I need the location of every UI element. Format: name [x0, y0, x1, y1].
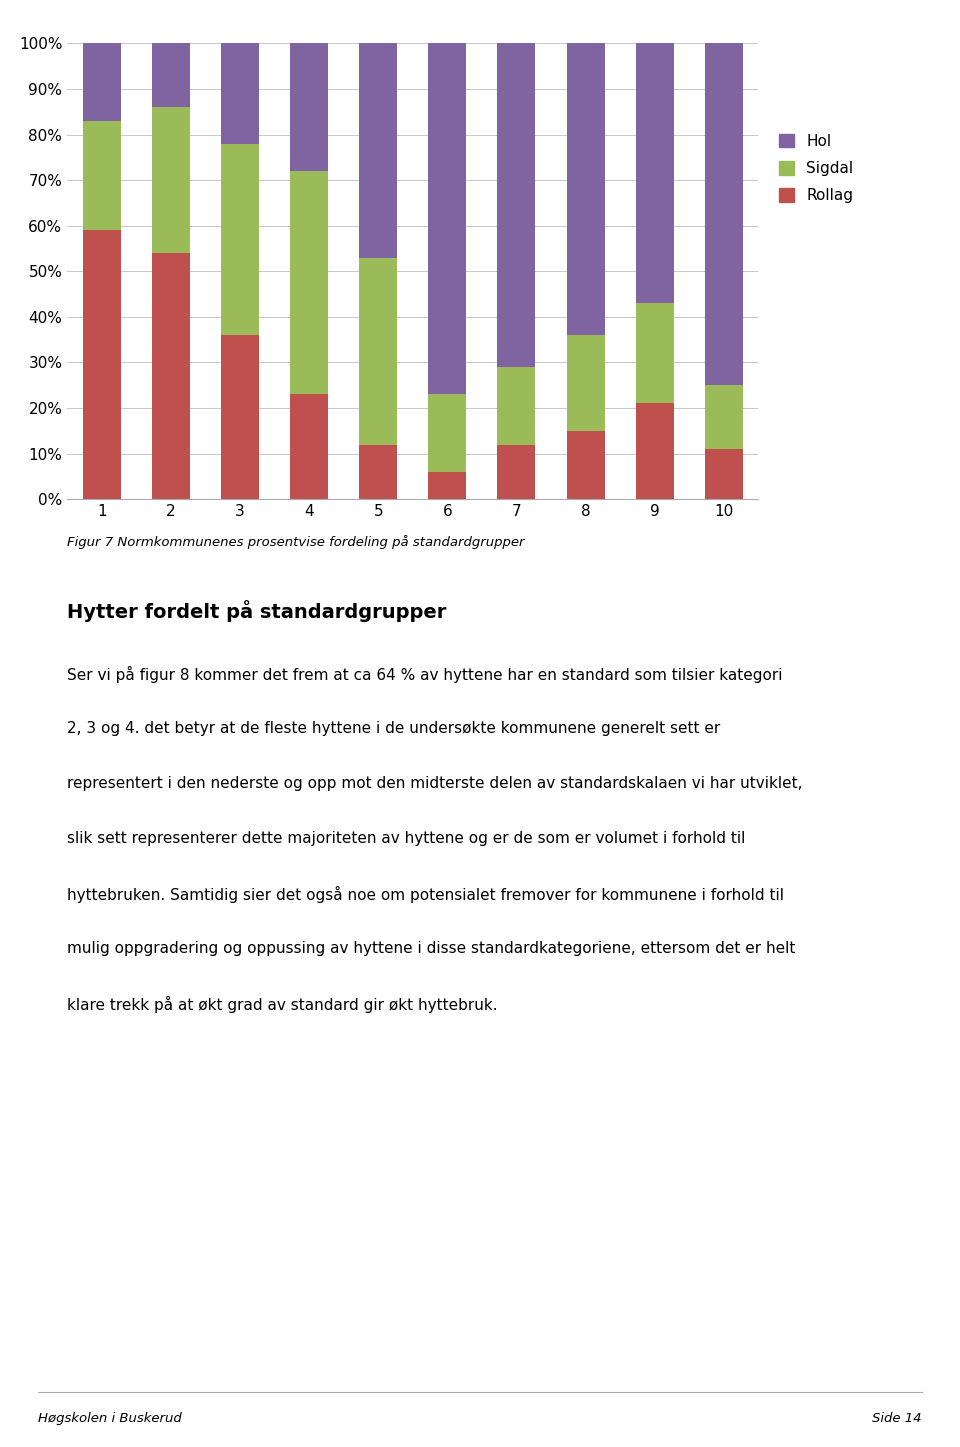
Bar [359, 258, 397, 444]
Bar [636, 43, 674, 304]
Text: Høgskolen i Buskerud: Høgskolen i Buskerud [38, 1412, 182, 1425]
Bar [83, 43, 121, 122]
Bar [705, 449, 743, 499]
Bar [566, 336, 605, 431]
Bar [428, 395, 467, 472]
Bar [152, 43, 190, 107]
Legend: Hol, Sigdal, Rollag: Hol, Sigdal, Rollag [776, 130, 856, 207]
Text: slik sett representerer dette majoriteten av hyttene og er de som er volumet i f: slik sett representerer dette majoritete… [67, 831, 746, 845]
Bar [636, 404, 674, 499]
Bar [497, 444, 536, 499]
Bar [428, 43, 467, 395]
Bar [290, 171, 328, 395]
Text: klare trekk på at økt grad av standard gir økt hyttebruk.: klare trekk på at økt grad av standard g… [67, 996, 498, 1013]
Bar [152, 253, 190, 499]
Bar [359, 444, 397, 499]
Bar [497, 368, 536, 444]
Text: representert i den nederste og opp mot den midterste delen av standardskalaen vi: representert i den nederste og opp mot d… [67, 776, 803, 790]
Text: Ser vi på figur 8 kommer det frem at ca 64 % av hyttene har en standard som tils: Ser vi på figur 8 kommer det frem at ca … [67, 666, 782, 683]
Bar [705, 385, 743, 449]
Bar [221, 43, 259, 143]
Bar [428, 472, 467, 499]
Bar [221, 336, 259, 499]
Bar [566, 43, 605, 336]
Text: mulig oppgradering og oppussing av hyttene i disse standardkategoriene, ettersom: mulig oppgradering og oppussing av hytte… [67, 941, 796, 955]
Text: Hytter fordelt på standardgrupper: Hytter fordelt på standardgrupper [67, 601, 446, 622]
Bar [83, 230, 121, 499]
Bar [290, 43, 328, 171]
Text: hyttebruken. Samtidig sier det også noe om potensialet fremover for kommunene i : hyttebruken. Samtidig sier det også noe … [67, 886, 784, 903]
Bar [566, 431, 605, 499]
Bar [705, 43, 743, 385]
Bar [83, 122, 121, 230]
Bar [152, 107, 190, 253]
Bar [359, 43, 397, 258]
Bar [290, 395, 328, 499]
Text: Side 14: Side 14 [872, 1412, 922, 1425]
Text: Figur 7 Normkommunenes prosentvise fordeling på standardgrupper: Figur 7 Normkommunenes prosentvise forde… [67, 535, 525, 550]
Bar [221, 143, 259, 336]
Text: 2, 3 og 4. det betyr at de fleste hyttene i de undersøkte kommunene generelt set: 2, 3 og 4. det betyr at de fleste hytten… [67, 721, 720, 735]
Bar [636, 304, 674, 404]
Bar [497, 43, 536, 368]
